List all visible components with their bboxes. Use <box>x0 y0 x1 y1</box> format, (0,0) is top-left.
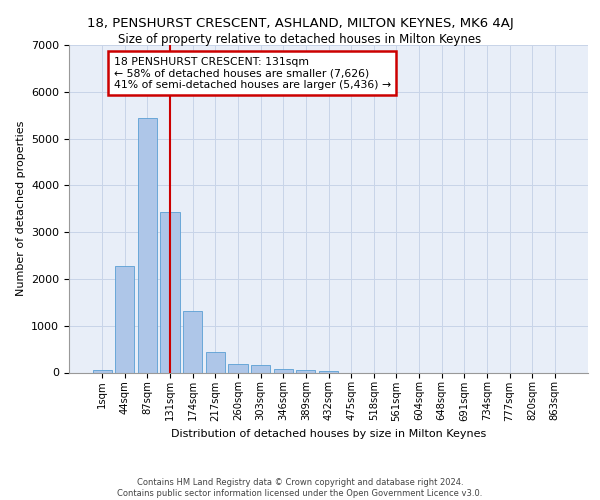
Bar <box>229 364 248 372</box>
Text: 18, PENSHURST CRESCENT, ASHLAND, MILTON KEYNES, MK6 4AJ: 18, PENSHURST CRESCENT, ASHLAND, MILTON … <box>86 18 514 30</box>
Bar <box>115 266 134 372</box>
Bar <box>183 310 202 372</box>
Text: 18 PENSHURST CRESCENT: 131sqm
← 58% of detached houses are smaller (7,626)
41% o: 18 PENSHURST CRESCENT: 131sqm ← 58% of d… <box>113 56 391 90</box>
Text: Contains HM Land Registry data © Crown copyright and database right 2024.
Contai: Contains HM Land Registry data © Crown c… <box>118 478 482 498</box>
Bar <box>92 370 112 372</box>
Bar <box>251 366 270 372</box>
Y-axis label: Number of detached properties: Number of detached properties <box>16 121 26 296</box>
Bar <box>206 352 225 372</box>
Bar <box>160 212 180 372</box>
Text: Size of property relative to detached houses in Milton Keynes: Size of property relative to detached ho… <box>118 32 482 46</box>
Bar <box>274 369 293 372</box>
Bar <box>296 370 316 372</box>
Bar <box>138 118 157 372</box>
Bar <box>319 371 338 372</box>
X-axis label: Distribution of detached houses by size in Milton Keynes: Distribution of detached houses by size … <box>171 429 486 439</box>
